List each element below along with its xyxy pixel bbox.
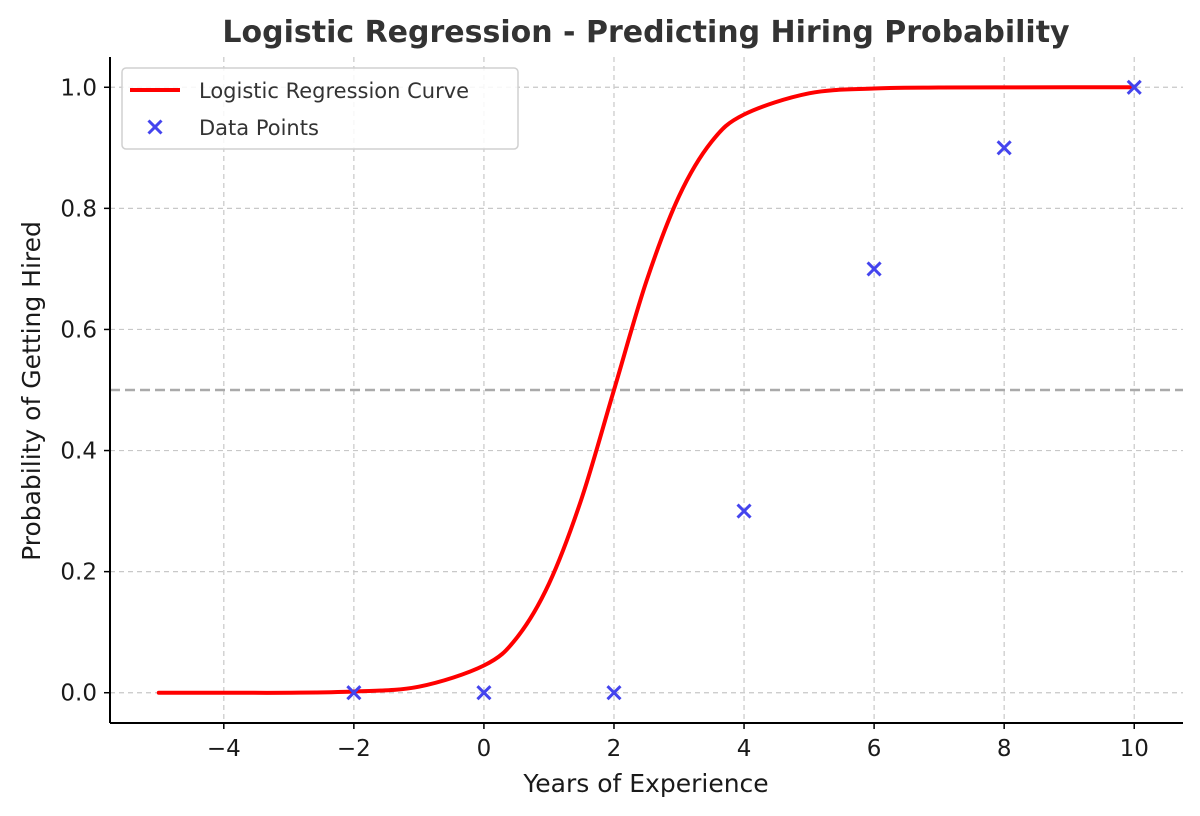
marker-stroke xyxy=(1126,79,1142,95)
legend-box xyxy=(121,67,519,150)
marker-stroke xyxy=(736,503,752,519)
data-point xyxy=(606,685,622,701)
y-tick-label: 0.4 xyxy=(60,439,97,465)
x-tick-label: −2 xyxy=(337,736,371,762)
marker-stroke xyxy=(476,685,492,701)
x-tick-label: 6 xyxy=(867,736,882,762)
y-tick-label: 1.0 xyxy=(60,75,97,101)
data-point xyxy=(476,685,492,701)
marker-stroke xyxy=(866,261,882,277)
x-tick-label: 10 xyxy=(1120,736,1149,762)
marker-stroke xyxy=(996,140,1012,156)
x-axis-label: Years of Experience xyxy=(522,769,768,798)
y-tick-label: 0.0 xyxy=(60,681,97,707)
y-axis-label: Probability of Getting Hired xyxy=(17,221,46,561)
data-point xyxy=(346,685,362,701)
logistic-curve-line xyxy=(156,85,1137,695)
tick-labels: −4 −2 0 2 4 6 8 10 0.0 0.2 0.4 0.6 0.8 1.0 xyxy=(60,75,1148,762)
x-tick-label: −4 xyxy=(207,736,241,762)
data-point xyxy=(996,140,1012,156)
data-point xyxy=(1126,79,1142,95)
legend-marker-swatch xyxy=(147,119,163,135)
data-point xyxy=(736,503,752,519)
x-tick-label: 4 xyxy=(737,736,752,762)
legend-label-points: Data Points xyxy=(199,116,319,140)
axes xyxy=(104,57,1183,729)
data-point xyxy=(866,261,882,277)
y-tick-label: 0.8 xyxy=(60,196,97,222)
series-group xyxy=(156,79,1142,701)
legend-label-curve: Logistic Regression Curve xyxy=(199,79,469,103)
grid xyxy=(110,57,1183,723)
chart-title: Logistic Regression - Predicting Hiring … xyxy=(222,15,1070,50)
marker-stroke xyxy=(606,685,622,701)
legend: Logistic Regression Curve Data Points xyxy=(121,67,519,150)
x-tick-label: 0 xyxy=(477,736,492,762)
legend-x-marker xyxy=(147,119,163,135)
marker-stroke xyxy=(147,119,163,135)
y-tick-label: 0.6 xyxy=(60,317,97,343)
marker-stroke xyxy=(346,685,362,701)
x-tick-label: 8 xyxy=(997,736,1012,762)
y-tick-label: 0.2 xyxy=(60,560,97,586)
x-tick-label: 2 xyxy=(607,736,622,762)
